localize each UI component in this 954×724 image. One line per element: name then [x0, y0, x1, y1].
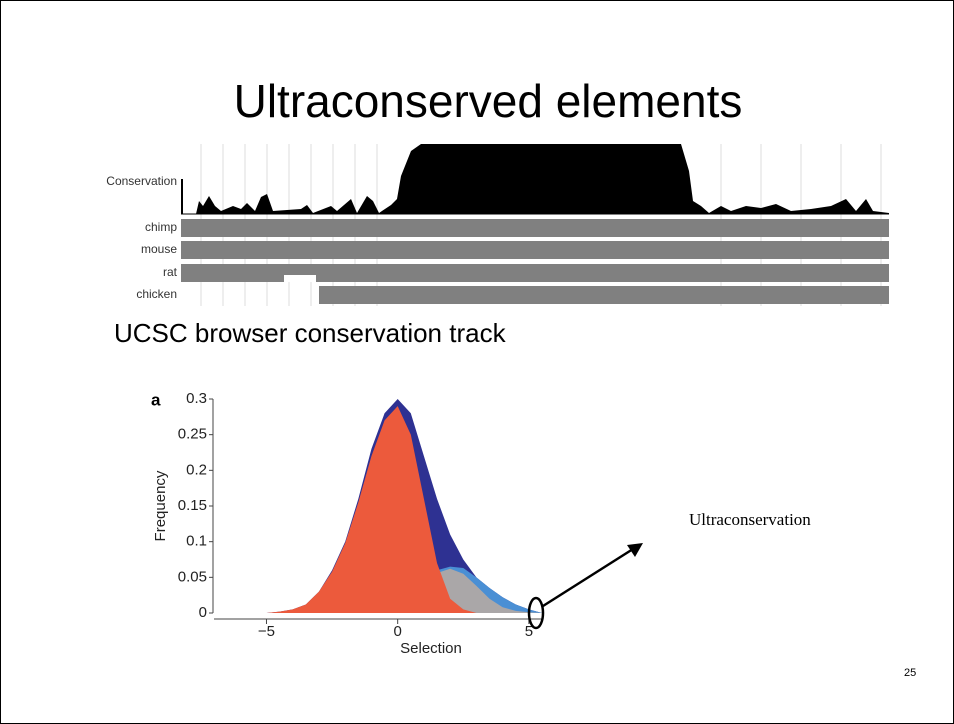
- y-tick-label: 0.3: [186, 390, 207, 407]
- track-label: mouse: [141, 242, 177, 256]
- conservation-track: Conservation chimp mouse rat chicken: [106, 144, 889, 306]
- track-label: chicken: [136, 287, 177, 301]
- y-axis-label: Frequency: [152, 470, 169, 541]
- track-label: Conservation: [106, 174, 177, 188]
- x-axis-label: Selection: [400, 640, 462, 657]
- chimp-track: [181, 219, 889, 237]
- rat-gap: [284, 275, 316, 282]
- y-tick-label: 0: [199, 604, 207, 621]
- mouse-track: [181, 241, 889, 259]
- caption: UCSC browser conservation track: [114, 318, 507, 348]
- x-tick-label: −5: [258, 623, 275, 640]
- track-label: rat: [163, 265, 178, 279]
- y-tick-label: 0.25: [178, 426, 207, 443]
- x-tick-label: 0: [394, 623, 402, 640]
- arrow-line: [543, 549, 633, 606]
- track-label: chimp: [145, 220, 177, 234]
- slide: Ultraconserved elements Conservation chi…: [0, 0, 954, 724]
- y-tick-label: 0.15: [178, 497, 207, 514]
- y-tick-label: 0.1: [186, 533, 207, 550]
- slide-title: Ultraconserved elements: [234, 75, 743, 127]
- page-number: 25: [904, 667, 916, 679]
- y-tick-label: 0.05: [178, 568, 207, 585]
- canvas: Ultraconserved elements Conservation chi…: [1, 1, 953, 723]
- chicken-track: [319, 286, 889, 304]
- annotation: Ultraconservation: [689, 510, 811, 529]
- y-tick-label: 0.2: [186, 461, 207, 478]
- panel-label: a: [151, 390, 161, 409]
